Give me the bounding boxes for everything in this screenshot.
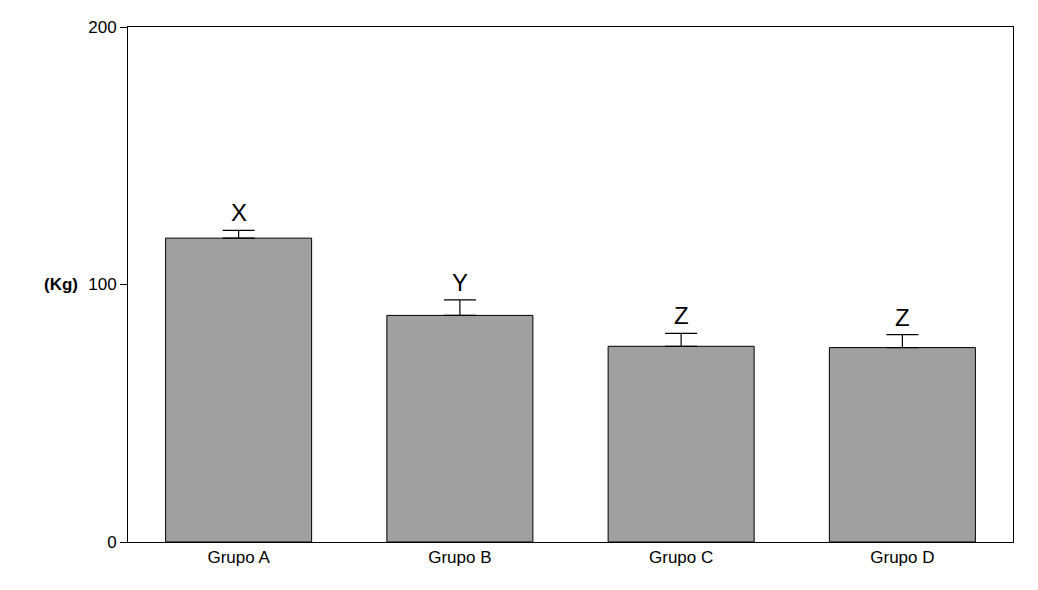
svg-text:100: 100	[88, 275, 116, 294]
svg-text:200: 200	[88, 18, 116, 37]
svg-text:Grupo D: Grupo D	[870, 548, 934, 567]
svg-text:Y: Y	[452, 269, 468, 296]
svg-text:X: X	[231, 199, 247, 226]
svg-text:Grupo C: Grupo C	[649, 548, 713, 567]
svg-text:Grupo B: Grupo B	[428, 548, 491, 567]
svg-text:0: 0	[107, 533, 116, 552]
svg-text:(Kg): (Kg)	[44, 275, 78, 294]
svg-text:Grupo A: Grupo A	[207, 548, 270, 567]
svg-text:Z: Z	[895, 304, 910, 331]
svg-text:Z: Z	[674, 302, 689, 329]
